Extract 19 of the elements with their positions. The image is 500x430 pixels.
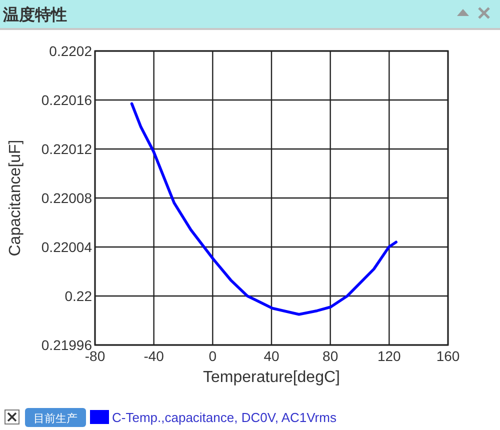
x-tick-label: 0 (208, 348, 217, 364)
y-tick-label: 0.2202 (49, 43, 92, 59)
y-tick-label: 0.22016 (41, 92, 92, 108)
x-tick-label: 80 (322, 348, 338, 364)
x-tick-label: 40 (264, 348, 280, 364)
x-tick-label: 160 (436, 348, 460, 364)
y-tick-label: 0.22012 (41, 141, 92, 157)
y-tick-label: 0.22 (64, 288, 92, 304)
text: 目前生产 (34, 412, 78, 425)
line-series (130, 102, 398, 316)
y-tick-label: 0.22004 (41, 239, 92, 255)
y-tick-label: 0.22008 (41, 190, 92, 206)
x-axis-title: Temperature[degC] (203, 369, 340, 386)
x-tick-label: -40 (144, 348, 164, 364)
chart-title: 温度特性 (2, 5, 67, 24)
y-tick-label: 0.21996 (41, 337, 92, 353)
x-tick-label: 120 (377, 348, 402, 364)
legend-label: C-Temp.,capacitance, DC0V, AC1Vrms (112, 410, 337, 425)
y-axis-title: Capacitance[uF] (7, 140, 24, 256)
